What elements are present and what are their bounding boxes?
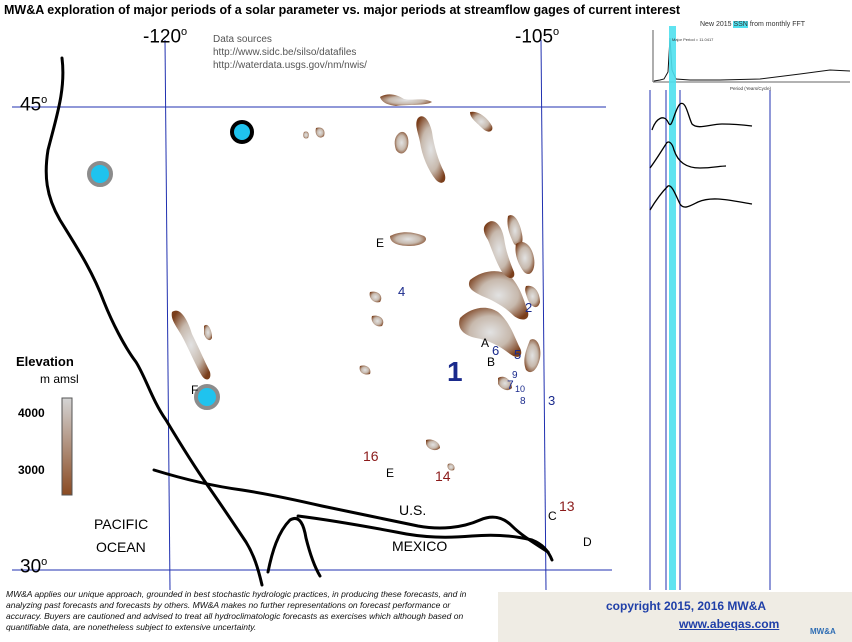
- degree-symbol: o: [41, 94, 48, 106]
- site-marker-gray-ring: [194, 384, 220, 410]
- gulf-of-california-shore: [266, 517, 322, 578]
- site-label-10: 10: [515, 384, 526, 394]
- elevation-legend-title: Elevation: [16, 354, 74, 369]
- elevation-legend-units: m amsl: [40, 372, 79, 386]
- footer-panel: [498, 592, 852, 642]
- site-label-5: 5: [514, 347, 522, 362]
- fft-inset-x-label: Period (Years/Cycle): [730, 86, 772, 91]
- elevation-color-bar: [61, 397, 73, 496]
- pacific-ocean-label-line2: OCEAN: [96, 539, 146, 555]
- site-label-8: 8: [520, 396, 526, 407]
- site-label-e-north: E: [376, 236, 385, 250]
- elevation-legend-mid: 3000: [18, 463, 45, 477]
- degree-symbol: o: [41, 556, 48, 568]
- mexico-label: MEXICO: [392, 538, 448, 554]
- site-label-c: C: [548, 509, 557, 523]
- page-title: MW&A exploration of major periods of a s…: [4, 3, 681, 17]
- gage-spectrum-curve: [651, 102, 753, 131]
- streamflow-gage-markers: [87, 120, 254, 410]
- us-label: U.S.: [399, 502, 427, 518]
- degree-symbol: o: [181, 26, 188, 38]
- data-source-link-sidc[interactable]: http://www.sidc.be/silso/datafiles: [213, 47, 357, 58]
- latitude-45-text: 45: [20, 94, 42, 116]
- fft-inset: [642, 19, 852, 91]
- latitude-label-30: 30o: [20, 556, 47, 578]
- longitude-label-105: -105o: [515, 26, 559, 48]
- latitude-label-45: 45o: [20, 94, 47, 116]
- gage-spectrum-curve: [649, 185, 753, 211]
- site-label-1: 1: [447, 356, 463, 387]
- copyright-text: copyright 2015, 2016 MW&A: [606, 599, 767, 613]
- coastline: [44, 56, 264, 587]
- site-label-e-south: E: [386, 466, 395, 480]
- site-label-16: 16: [363, 448, 379, 464]
- major-period-highlight-band: [669, 26, 676, 590]
- longitude-120-text: -120: [143, 26, 182, 48]
- data-sources-heading: Data sources: [213, 34, 272, 45]
- site-marker-gray-ring: [87, 161, 113, 187]
- site-label-9: 9: [512, 370, 518, 381]
- site-label-f: F: [191, 383, 199, 397]
- fft-title-highlight: SSN: [733, 21, 748, 28]
- site-label-2: 2: [525, 300, 533, 315]
- elevation-legend-max: 4000: [18, 406, 45, 420]
- longitude-120-line: [164, 39, 171, 591]
- period-panel: [649, 26, 771, 590]
- site-label-14: 14: [435, 468, 451, 484]
- site-label-4: 4: [398, 284, 406, 299]
- gage-spectrum-curve: [649, 141, 727, 169]
- us-mexico-border: [152, 468, 550, 554]
- site-marker-black-ring: [230, 120, 254, 144]
- site-label-b: B: [487, 355, 496, 369]
- fft-inset-legend: Major Period = 11.0417: [672, 37, 714, 42]
- longitude-105-text: -105: [515, 26, 554, 48]
- site-label-7: 7: [507, 378, 514, 392]
- graticule: [12, 39, 612, 591]
- longitude-label-120: -120o: [143, 26, 187, 48]
- disclaimer-text: MW&A applies our unique approach, ground…: [6, 589, 467, 632]
- data-source-link-usgs[interactable]: http://waterdata.usgs.gov/nm/nwis/: [213, 60, 367, 71]
- terrain-high-elevation: [171, 94, 541, 471]
- website-link[interactable]: www.abeqas.com: [679, 617, 780, 631]
- site-label-13: 13: [559, 498, 575, 514]
- site-label-d: D: [583, 535, 592, 549]
- longitude-105-line: [540, 39, 547, 591]
- fft-inset-title: New 2015 SSN from monthly FFT: [700, 21, 805, 28]
- fft-title-prefix: New 2015: [700, 21, 734, 28]
- fft-title-suffix: from monthly FFT: [747, 21, 806, 28]
- site-label-a: A: [481, 336, 490, 350]
- mainland-mexico-shore: [296, 514, 554, 562]
- pacific-ocean-label-line1: PACIFIC: [94, 516, 149, 532]
- logo-text: MW&A: [810, 627, 836, 636]
- site-label-6: 6: [492, 343, 500, 358]
- degree-symbol: o: [553, 26, 560, 38]
- gage-spectra-curves: [649, 102, 753, 211]
- latitude-30-text: 30: [20, 556, 42, 578]
- site-label-3: 3: [548, 393, 556, 408]
